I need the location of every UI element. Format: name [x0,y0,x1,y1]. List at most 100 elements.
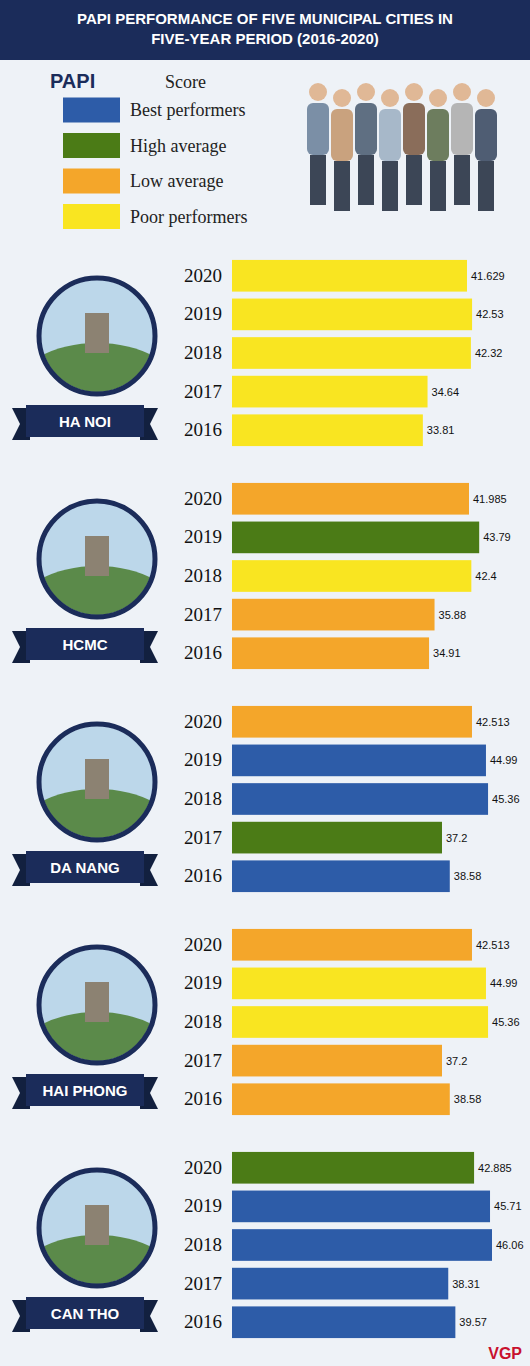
city-panel: CAN THO2020201920182017201642.88545.7146… [12,1151,524,1341]
tick-label: 2017 [184,381,222,402]
emblem-ring [39,501,155,617]
person-head [333,89,351,107]
bars [232,260,472,446]
data-label: 42.513 [476,716,510,728]
tick: 2016 [184,865,228,886]
emblem-ring [39,947,155,1063]
axis-line [228,1151,229,1341]
bar [232,745,486,777]
city-name: HAI PHONG [42,1082,127,1099]
person-legs [454,155,470,205]
emblem-ring [39,724,155,840]
bar [232,599,435,631]
tick: 2016 [184,642,228,663]
tick-label: 2018 [184,565,222,586]
legend-subtitle: Score [165,72,206,92]
person-legs [430,161,446,211]
bar [232,1268,448,1300]
data-label: 34.64 [432,386,460,398]
data-labels: 41.62942.5342.3234.6433.81 [427,270,505,436]
data-label: 41.629 [471,270,505,282]
tick: 2019 [184,972,228,993]
data-label: 45.36 [492,1016,520,1028]
axis-line [228,259,229,449]
tick-label: 2020 [184,1157,222,1178]
bar [232,1083,450,1115]
tick-label: 2019 [184,303,222,324]
legend-swatch [63,204,120,229]
person-body [307,103,329,155]
city-name: HA NOI [59,413,111,430]
person-legs [358,155,374,205]
tick: 2020 [184,711,228,732]
year-axis: 2020 2019 2018 2017 2016 [184,1151,229,1341]
tick-label: 2017 [184,1273,222,1294]
background [0,0,530,1366]
data-label: 46.06 [496,1239,524,1251]
year-axis: 2020 2019 2018 2017 2016 [184,705,229,895]
data-label: 42.32 [475,347,503,359]
tick-label: 2016 [184,419,222,440]
person-legs [334,161,350,211]
tick: 2017 [184,827,228,848]
bar [232,1152,474,1184]
tick-label: 2016 [184,1311,222,1332]
data-label: 42.885 [478,1162,512,1174]
city-panel: HA NOI2020201920182017201641.62942.5342.… [12,259,505,449]
bar [232,260,467,292]
city-panel: HAI PHONG2020201920182017201642.51344.99… [12,928,520,1118]
person-legs [310,155,326,205]
legend-label: Best performers [130,100,245,120]
data-label: 42.513 [476,939,510,951]
bar [232,414,423,446]
tick-label: 2019 [184,749,222,770]
tick: 2016 [184,1311,228,1332]
tick: 2019 [184,1195,228,1216]
tick: 2019 [184,303,228,324]
person-legs [382,161,398,211]
data-label: 42.53 [476,308,504,320]
tick-label: 2020 [184,934,222,955]
tick-label: 2018 [184,342,222,363]
legend-label: Low average [130,171,223,191]
legend-label: High average [130,136,226,156]
emblem-ring [39,1170,155,1286]
tick-label: 2017 [184,604,222,625]
tick: 2016 [184,1088,228,1109]
bar [232,1306,455,1338]
emblem-building [85,313,109,353]
person-head [357,83,375,101]
bars [232,706,488,892]
data-label: 38.58 [454,870,482,882]
year-axis: 20202019201820172016 [184,928,229,1118]
tick-label: 2019 [184,1195,222,1216]
bar [232,1191,490,1223]
data-labels: 42.51344.9945.3637.238.58 [446,716,520,882]
axis-line [228,928,229,1118]
data-labels: 42.51344.9945.3637.238.58 [446,939,520,1105]
credit: VGP [488,1345,522,1362]
person-body [475,109,497,161]
bars [232,483,479,669]
data-label: 44.99 [490,977,518,989]
year-axis: 20202019201820172016 [184,482,229,672]
person-head [477,89,495,107]
tick-label: 2016 [184,865,222,886]
tick: 2019 [184,526,228,547]
person-head [381,89,399,107]
data-label: 34.91 [433,647,461,659]
person-head [453,83,471,101]
banner [26,628,144,660]
legend-label: Poor performers [130,207,247,227]
emblem-building [85,1205,109,1245]
banner [26,1297,144,1329]
bar [232,522,479,554]
year-axis: 20202019201820172016 [184,259,229,449]
tick-label: 2018 [184,788,222,809]
person-body [403,103,425,155]
tick: 2018 [184,1234,228,1255]
data-label: 41.985 [473,493,507,505]
person-body [331,109,353,161]
tick: 2018 [184,342,228,363]
person-legs [406,155,422,205]
